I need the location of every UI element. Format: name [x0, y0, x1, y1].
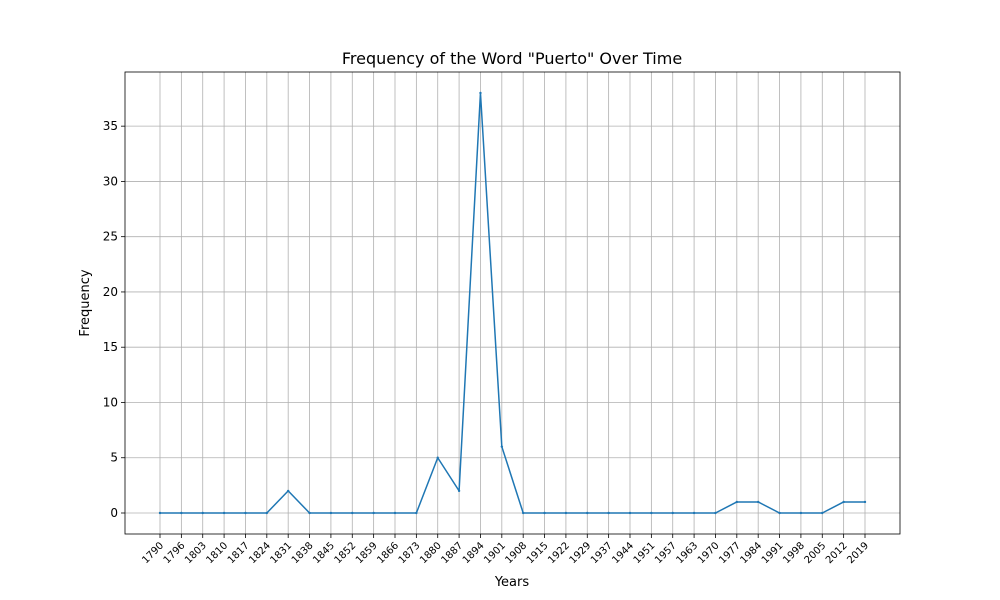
data-point — [201, 511, 204, 515]
x-tick-label: 1852 — [333, 540, 359, 566]
x-tick-label: 1908 — [504, 540, 530, 566]
x-tick-label: 2005 — [803, 540, 829, 566]
y-tick-label: 30 — [103, 174, 118, 188]
x-tick-label: 1817 — [226, 540, 252, 566]
x-tick-label: 1970 — [696, 540, 722, 566]
x-tick-label: 1944 — [610, 540, 636, 566]
x-tick-label: 1984 — [739, 540, 765, 566]
series-line — [160, 92, 865, 514]
data-point — [286, 489, 290, 493]
x-tick-label: 1977 — [717, 540, 743, 566]
data-point — [457, 489, 461, 493]
data-point — [863, 500, 867, 504]
x-tick-label: 1866 — [375, 540, 401, 566]
x-tick-label: 1838 — [290, 540, 316, 566]
x-tick-label: 1937 — [589, 540, 615, 566]
x-tick-label: 1901 — [482, 540, 508, 566]
y-tick-label: 20 — [103, 285, 118, 299]
data-point — [351, 511, 354, 515]
chart-title: Frequency of the Word "Puerto" Over Time — [342, 49, 682, 68]
x-tick-label: 1957 — [653, 540, 679, 566]
y-axis: 0 5 10 15 20 25 30 35 — [103, 119, 125, 520]
x-tick-label: 1796 — [162, 540, 188, 566]
data-point — [436, 456, 439, 459]
data-point — [479, 91, 482, 95]
x-tick-label: 1880 — [418, 540, 444, 566]
data-point — [393, 511, 397, 515]
x-tick-label: 1824 — [247, 540, 273, 566]
data-point — [543, 511, 546, 515]
data-point — [500, 445, 504, 448]
plot-frame — [124, 71, 901, 535]
x-axis: 1790179618031810181718241831183818451852… — [140, 534, 871, 566]
data-point — [180, 511, 183, 515]
data-point — [756, 500, 760, 504]
x-tick-label: 1951 — [632, 540, 658, 566]
x-tick-label: 1929 — [568, 540, 594, 566]
y-tick-label: 25 — [103, 230, 118, 244]
x-tick-label: 1894 — [461, 540, 487, 566]
data-point — [778, 511, 781, 515]
x-tick-label: 1998 — [781, 540, 807, 566]
x-tick-label: 1810 — [204, 540, 230, 566]
data-point — [607, 511, 610, 515]
data-point — [842, 500, 845, 504]
data-point — [329, 511, 333, 515]
x-tick-label: 1845 — [311, 540, 337, 566]
data-point — [265, 511, 269, 515]
y-tick-label: 35 — [103, 119, 118, 133]
x-tick-label: 2012 — [824, 540, 850, 566]
series-layer — [158, 91, 867, 515]
y-tick-label: 0 — [110, 506, 118, 520]
x-axis-label: Years — [494, 575, 530, 590]
y-tick-label: 5 — [110, 451, 118, 465]
x-tick-label: 1963 — [674, 540, 700, 566]
x-tick-label: 2019 — [845, 540, 871, 566]
x-tick-label: 1887 — [439, 540, 465, 566]
data-point — [735, 500, 739, 504]
data-point — [799, 511, 803, 515]
data-point — [372, 511, 375, 515]
data-point — [521, 511, 525, 515]
data-point — [692, 511, 696, 515]
x-tick-label: 1803 — [183, 540, 209, 566]
x-tick-label: 1790 — [140, 540, 166, 566]
data-point — [714, 511, 717, 515]
data-point — [158, 511, 162, 515]
x-tick-label: 1922 — [546, 540, 572, 566]
data-point — [415, 511, 418, 515]
x-tick-label: 1831 — [269, 540, 295, 566]
x-tick-label: 1859 — [354, 540, 380, 566]
data-point — [628, 511, 632, 515]
y-tick-label: 10 — [103, 395, 118, 409]
data-point — [222, 511, 226, 515]
data-point — [586, 511, 589, 515]
data-point — [650, 511, 653, 515]
x-tick-label: 1873 — [397, 540, 423, 566]
grid-lines — [125, 72, 900, 534]
data-point — [308, 511, 311, 515]
data-point — [821, 511, 824, 515]
x-tick-label: 1991 — [760, 540, 786, 566]
y-axis-label: Frequency — [78, 269, 93, 336]
y-tick-label: 15 — [103, 340, 118, 354]
x-tick-label: 1915 — [525, 540, 551, 566]
data-point — [671, 511, 674, 515]
data-point — [564, 511, 568, 515]
data-point — [244, 511, 247, 515]
